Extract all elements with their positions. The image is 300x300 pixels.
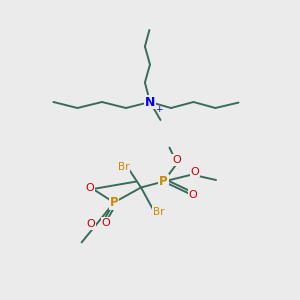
Text: O: O (87, 219, 96, 230)
Text: P: P (159, 175, 168, 188)
Text: N: N (145, 95, 155, 109)
Text: O: O (190, 167, 200, 177)
Text: O: O (85, 183, 94, 194)
Text: O: O (101, 218, 110, 228)
Text: +: + (155, 105, 162, 114)
Text: P: P (110, 196, 118, 209)
Text: Br: Br (118, 162, 130, 172)
Text: O: O (172, 155, 181, 165)
Text: Br: Br (153, 207, 164, 217)
Text: O: O (188, 190, 197, 200)
